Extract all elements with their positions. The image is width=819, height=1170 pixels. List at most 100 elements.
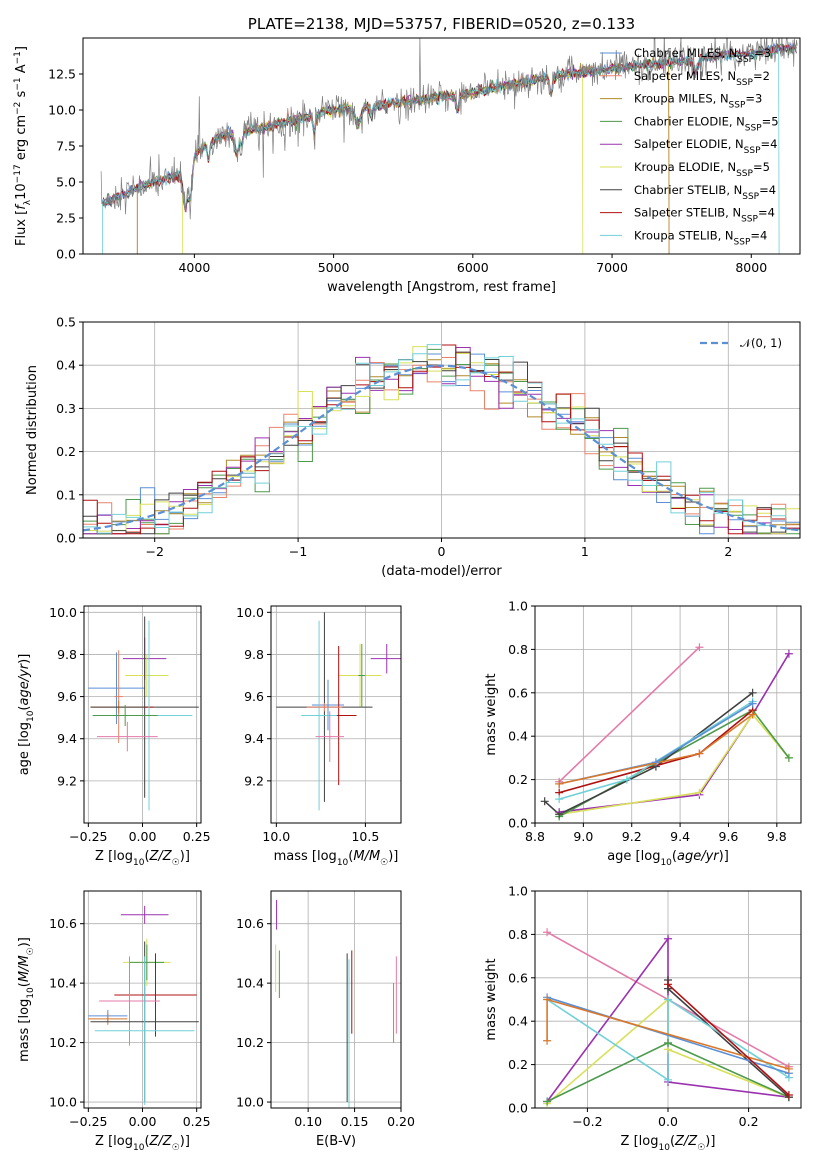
mass-vs-Z-panel: −0.25 0.00 0.25 10.0 10.2 10.4 10.6 Z [log10(Z/…: [17, 890, 211, 1153]
mass-vs-ebv-y-tick-label: 10.0: [236, 1095, 264, 1110]
spectrum-model-line: [182, 68, 584, 254]
age-vs-Z-frame: [83, 605, 202, 824]
age-vs-mass-x-label: mass [log10(M/M☉)]: [274, 849, 399, 868]
mass-weight-vs-age-x-tick-label: 9.2: [622, 829, 642, 844]
mass-weight-vs-age-y-tick-label: 0.4: [508, 729, 528, 744]
age-vs-mass-y-tick-label: 9.6: [244, 689, 264, 704]
mass-weight-vs-age-y-tick-label: 0.6: [508, 685, 528, 700]
mass-weight-vs-Z-x-label: Z [log10(Z/Z☉)]: [621, 1134, 716, 1153]
plus-marker: [664, 1075, 672, 1084]
legend-entry: 𝒩(0, 1): [740, 336, 782, 350]
mass-vs-Z-x-tick-label: 0.00: [129, 1114, 157, 1129]
error-bar: [88, 1012, 128, 1025]
mass-weight-vs-age-x-tick-label: 9.6: [719, 829, 739, 844]
plus-marker: [748, 710, 757, 719]
legend-entry: Kroupa ELODIE, NSSP=5: [634, 160, 770, 179]
mass-weight-vs-Z-x-tick-label: 0.0: [658, 1114, 678, 1129]
residuals-x-tick-label: −1: [289, 544, 307, 559]
mass-vs-Z-y-label: mass [log10(M/M☉)]: [17, 937, 36, 1062]
residuals-y-tick-label: 0.4: [56, 358, 76, 373]
spectrum-x-tick-label: 4000: [178, 260, 210, 275]
mass-vs-ebv-plot-area: [271, 891, 401, 1108]
age-vs-mass-x-tick-label: 10.5: [351, 829, 379, 844]
residuals-y-tick-label: 0.0: [56, 531, 76, 546]
plus-marker: [784, 753, 793, 762]
plus-marker: [622, 775, 631, 784]
residuals-y-tick-label: 0.5: [56, 315, 76, 330]
age-vs-mass-y-tick-label: 9.2: [244, 773, 264, 788]
mass-weight-vs-Z-y-label: mass weight: [484, 958, 499, 1040]
residuals-x-tick-label: 1: [581, 544, 589, 559]
spectrum-plot-area: [100, 38, 798, 254]
spectrum-panel: 4000 5000 6000 7000 8000 0.0 2.5 5.0 7.5 10.0 12.5…: [13, 15, 801, 295]
spectrum-x-tick-label: 6000: [457, 260, 489, 275]
spectrum-x-tick-label: 7000: [596, 260, 628, 275]
mass-vs-ebv-panel: 0.10 0.15 0.20 10.0 10.2 10.4 10.6 E(B-V): [236, 890, 415, 1149]
age-vs-Z-x-tick-label: −0.25: [69, 829, 107, 844]
legend-entry: Chabrier MILES, NSSP=3: [634, 46, 771, 65]
spectrum-data-line: [100, 38, 798, 220]
mass-weight-vs-age-y-label: mass weight: [484, 673, 499, 755]
mass-weight-vs-age-frame: [534, 605, 802, 824]
spectrum-title: PLATE=2138, MJD=53757, FIBERID=0520, z=0…: [248, 15, 635, 33]
residuals-x-tick-label: 0: [438, 544, 446, 559]
mass-weight-vs-age-x-tick-label: 9.4: [670, 829, 690, 844]
legend-entry: Salpeter MILES, NSSP=2: [634, 69, 770, 88]
mass-vs-ebv-y-tick-label: 10.2: [236, 1035, 264, 1050]
error-bar: [114, 953, 197, 1037]
mass-weight-vs-Z-panel: −0.2 0.0 0.2 0.0 0.2 0.4 0.6 0.8 1.0 Z [log10(Z/Z…: [484, 884, 802, 1153]
age-vs-mass-panel: 10.0 10.5 9.2 9.4 9.6 9.8 10.0 mass [log10(M/M☉…: [236, 605, 402, 868]
plus-marker: [784, 649, 793, 658]
age-vs-Z-panel: −0.25 0.00 0.25 9.2 9.4 9.6 9.8 10.0 Z [log10(Z/…: [17, 605, 211, 868]
mass-weight-vs-age-x-label: age [log10(age/yr)]: [607, 849, 729, 868]
spectrum-model-line: [136, 57, 670, 254]
spectrum-y-tick-label: 10.0: [48, 103, 76, 118]
series-line: [559, 713, 790, 816]
error-bar: [92, 705, 158, 727]
error-bar: [88, 652, 145, 724]
mass-weight-vs-age-y-tick-label: 0.0: [508, 816, 528, 831]
normal-curve: [83, 364, 800, 532]
mass-vs-Z-x-tick-label: −0.25: [69, 1114, 107, 1129]
residuals-x-tick-label: −2: [145, 544, 163, 559]
spectrum-y-tick-label: 7.5: [56, 139, 76, 154]
plus-marker: [748, 688, 757, 697]
residuals-y-tick-label: 0.2: [56, 444, 76, 459]
plus-marker: [695, 788, 704, 797]
mass-weight-vs-Z-frame: [534, 890, 802, 1109]
spectrum-x-tick-label: 5000: [318, 260, 350, 275]
series-line: [558, 646, 700, 783]
plus-marker: [664, 1038, 672, 1047]
age-vs-mass-y-tick-label: 9.4: [244, 731, 264, 746]
age-vs-mass-frame: [270, 605, 402, 824]
legend-entry: Salpeter STELIB, NSSP=4: [634, 206, 775, 225]
legend-entry: Chabrier ELODIE, NSSP=5: [634, 114, 779, 133]
age-vs-Z-y-tick-label: 9.2: [57, 773, 77, 788]
age-vs-mass-x-tick-label: 10.0: [262, 829, 290, 844]
residuals-frame: [82, 321, 801, 539]
error-bar: [125, 654, 169, 697]
plus-marker: [651, 758, 660, 767]
mass-vs-Z-x-tick-label: 0.25: [183, 1114, 211, 1129]
age-vs-Z-x-tick-label: 0.00: [129, 829, 157, 844]
series-line: [546, 996, 790, 1075]
error-bar: [358, 643, 366, 708]
residuals-legend: 𝒩(0, 1): [700, 336, 782, 350]
error-bar: [311, 679, 345, 731]
spectrum-y-label: Flux [fλ10−17 erg cm−2 s−1 A−1]: [13, 46, 33, 246]
age-vs-Z-y-tick-label: 10.0: [49, 605, 77, 620]
residuals-panel: −2 −1 0 1 2 0.0 0.1 0.2 0.3 0.4 0.5 (data-model)/er…: [25, 315, 801, 579]
mass-vs-ebv-x-tick-label: 0.20: [387, 1114, 415, 1129]
series-line: [559, 653, 790, 813]
mass-weight-vs-Z-y-tick-label: 0.4: [508, 1014, 528, 1029]
error-bar: [129, 944, 165, 981]
plus-marker: [664, 934, 672, 943]
mass-weight-vs-age-y-tick-label: 0.8: [508, 642, 528, 657]
series-line: [667, 983, 790, 1096]
mass-vs-ebv-frame: [270, 890, 402, 1109]
plus-marker: [695, 643, 704, 652]
plus-marker: [664, 995, 672, 1004]
age-vs-Z-x-label: Z [log10(Z/Z☉)]: [95, 849, 190, 868]
mass-vs-Z-y-tick-label: 10.6: [49, 916, 77, 931]
series-line: [558, 709, 790, 818]
